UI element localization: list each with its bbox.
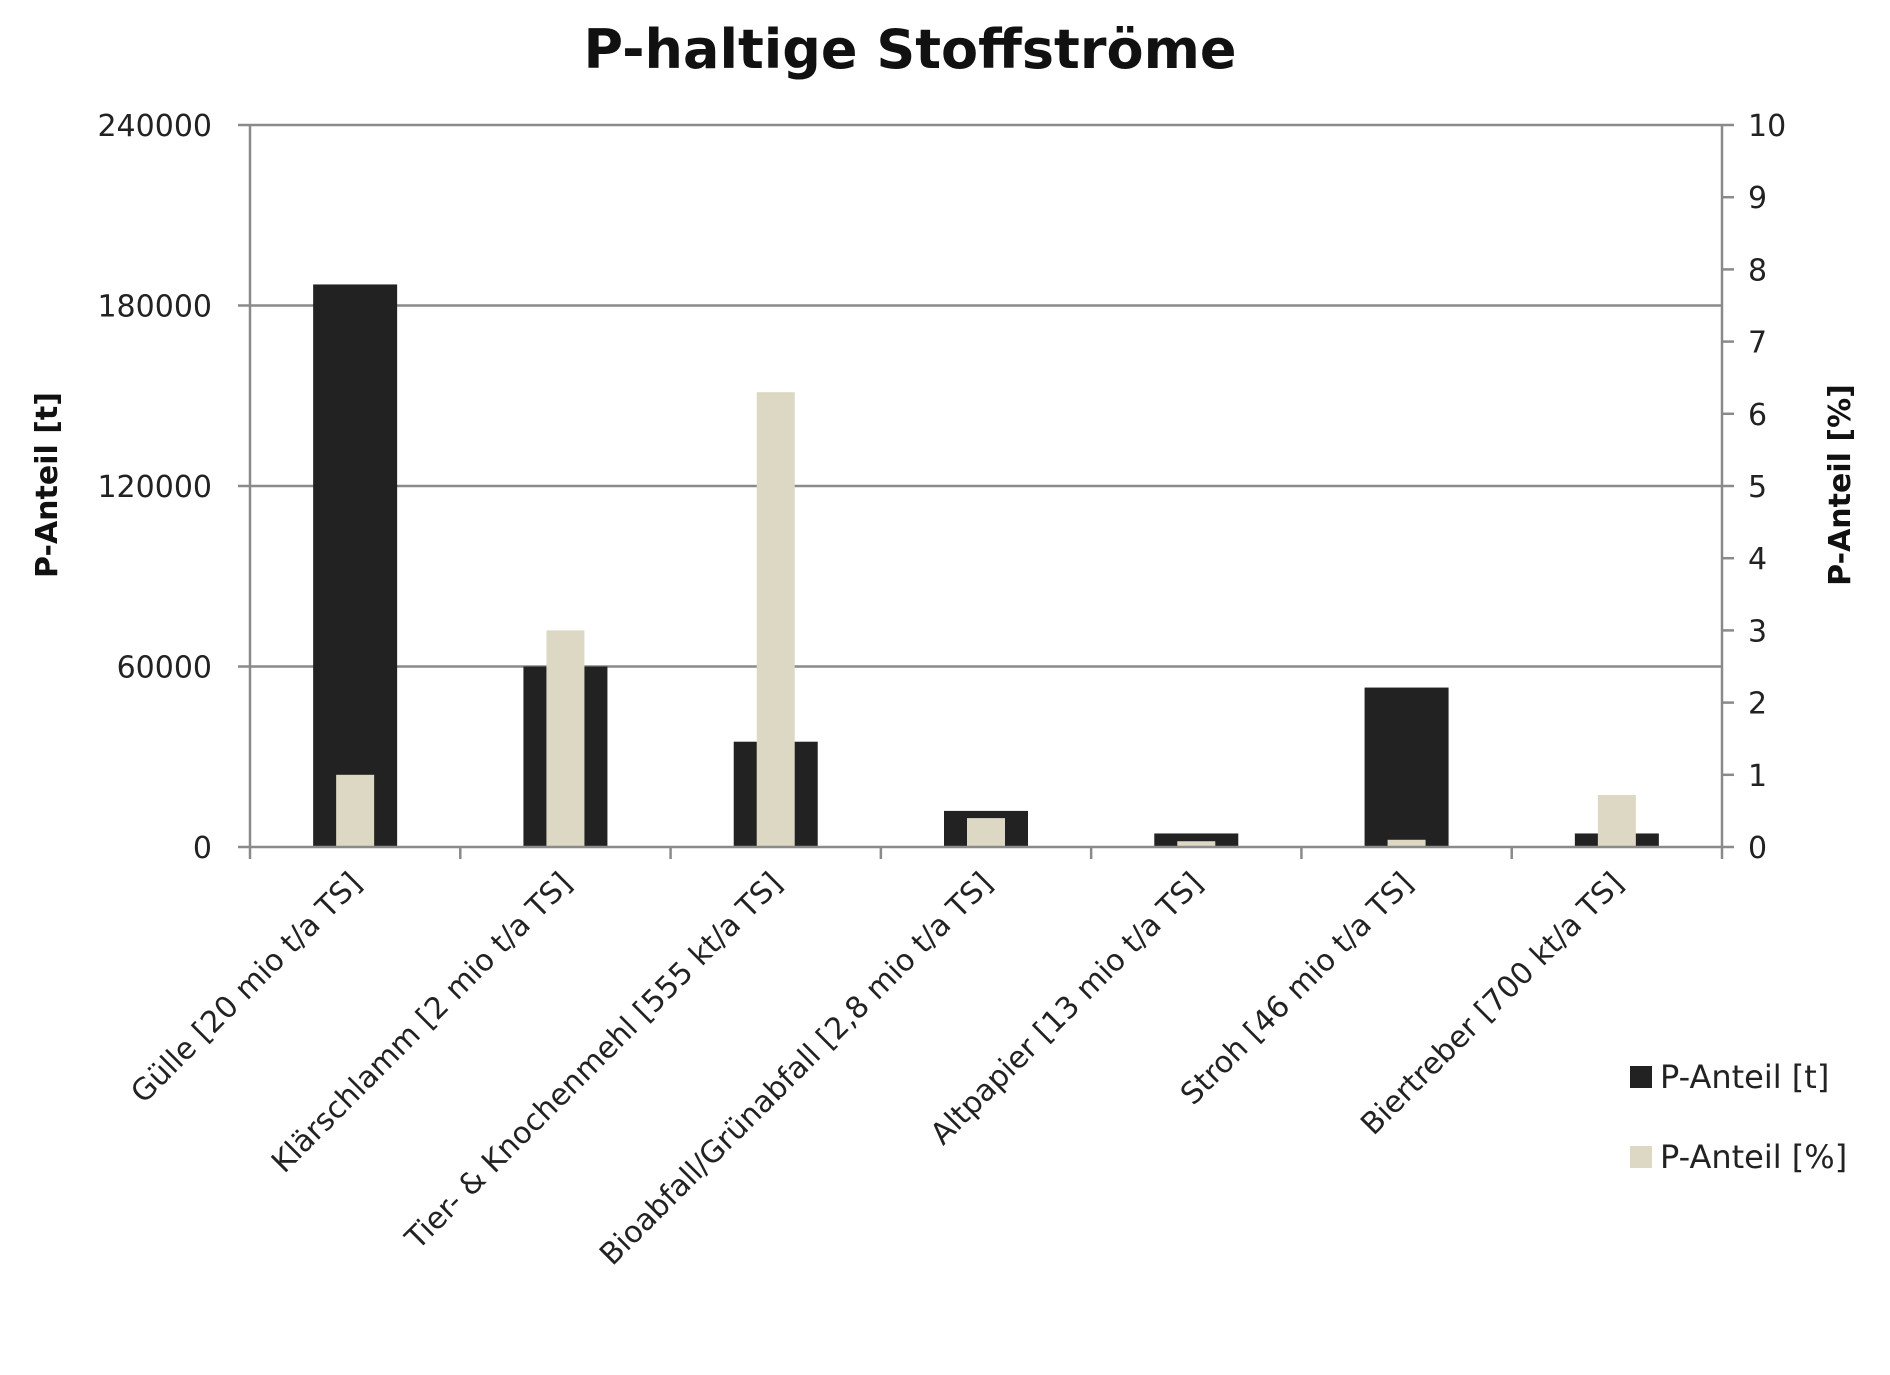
right-tick-label: 2 <box>1748 687 1767 722</box>
left-tick-label: 120000 <box>97 470 212 505</box>
category-label: Tier- & Knochenmehl [555 kt/a TS] <box>398 866 789 1257</box>
axes <box>248 125 1724 859</box>
bar-p-anteil-t <box>313 284 398 848</box>
right-tick-label: 0 <box>1748 831 1767 866</box>
right-tick-label: 6 <box>1748 398 1767 433</box>
right-axis-title: P-Anteil [%] <box>1823 384 1858 586</box>
right-tick-label: 1 <box>1748 759 1767 794</box>
bar-p-anteil-percent <box>967 818 1005 847</box>
left-tick-label: 0 <box>193 831 212 866</box>
legend-swatch <box>1630 1146 1652 1168</box>
right-tick-label: 5 <box>1748 470 1767 505</box>
category-label: Bioabfall/Grünabfall [2,8 mio t/a TS] <box>593 866 999 1272</box>
right-tick-label: 4 <box>1748 542 1767 577</box>
left-tick-label: 240000 <box>97 109 212 144</box>
category-labels: Gülle [20 mio t/a TS]Klärschlamm [2 mio … <box>124 866 1630 1272</box>
bars <box>313 284 1659 848</box>
bar-p-anteil-t <box>1154 833 1239 847</box>
left-tick-label: 180000 <box>97 290 212 325</box>
left-tick-label: 60000 <box>117 651 212 686</box>
legend: P-Anteil [t] P-Anteil [%] <box>1630 1058 1847 1176</box>
legend-swatch <box>1630 1066 1652 1088</box>
left-axis-title: P-Anteil [t] <box>30 392 65 578</box>
left-axis-ticks: 0 60000 120000 180000 240000 <box>97 109 250 866</box>
right-tick-label: 8 <box>1748 253 1767 288</box>
legend-label: P-Anteil [t] <box>1660 1058 1829 1096</box>
gridlines <box>250 123 1722 668</box>
legend-label: P-Anteil [%] <box>1660 1138 1847 1176</box>
right-tick-label: 9 <box>1748 181 1767 216</box>
bar-p-anteil-percent <box>1597 795 1636 847</box>
bar-p-anteil-percent <box>546 630 585 847</box>
bar-p-anteil-percent <box>1177 841 1216 847</box>
right-axis-ticks: 0 1 2 3 4 5 6 7 8 9 10 <box>1722 109 1786 866</box>
bar-p-anteil-percent <box>1387 839 1426 847</box>
bar-p-anteil-percent <box>336 774 375 847</box>
right-tick-label: 10 <box>1748 109 1786 144</box>
bar-p-anteil-t <box>1364 687 1449 847</box>
category-label: Stroh [46 mio t/a TS] <box>1174 866 1420 1112</box>
right-tick-label: 7 <box>1748 326 1767 361</box>
right-tick-label: 3 <box>1748 614 1767 649</box>
bar-p-anteil-percent <box>756 392 795 847</box>
chart-title: P-haltige Stoffströme <box>584 18 1237 81</box>
category-label: Gülle [20 mio t/a TS] <box>124 866 368 1110</box>
